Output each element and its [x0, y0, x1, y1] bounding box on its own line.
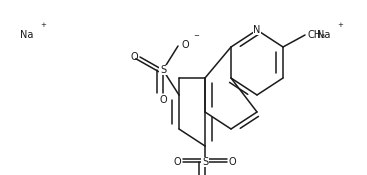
- Text: −: −: [193, 33, 199, 39]
- Text: O: O: [182, 40, 189, 50]
- Text: +: +: [338, 22, 344, 28]
- Text: +: +: [40, 22, 46, 28]
- Text: Na: Na: [317, 30, 331, 40]
- Text: N: N: [253, 25, 261, 35]
- Text: O: O: [131, 52, 138, 62]
- Text: CH₃: CH₃: [308, 30, 326, 40]
- Text: S: S: [160, 65, 166, 75]
- Text: S: S: [202, 157, 208, 167]
- Text: O: O: [159, 95, 167, 105]
- Text: O: O: [229, 157, 236, 167]
- Text: O: O: [174, 157, 181, 167]
- Text: Na: Na: [20, 30, 33, 40]
